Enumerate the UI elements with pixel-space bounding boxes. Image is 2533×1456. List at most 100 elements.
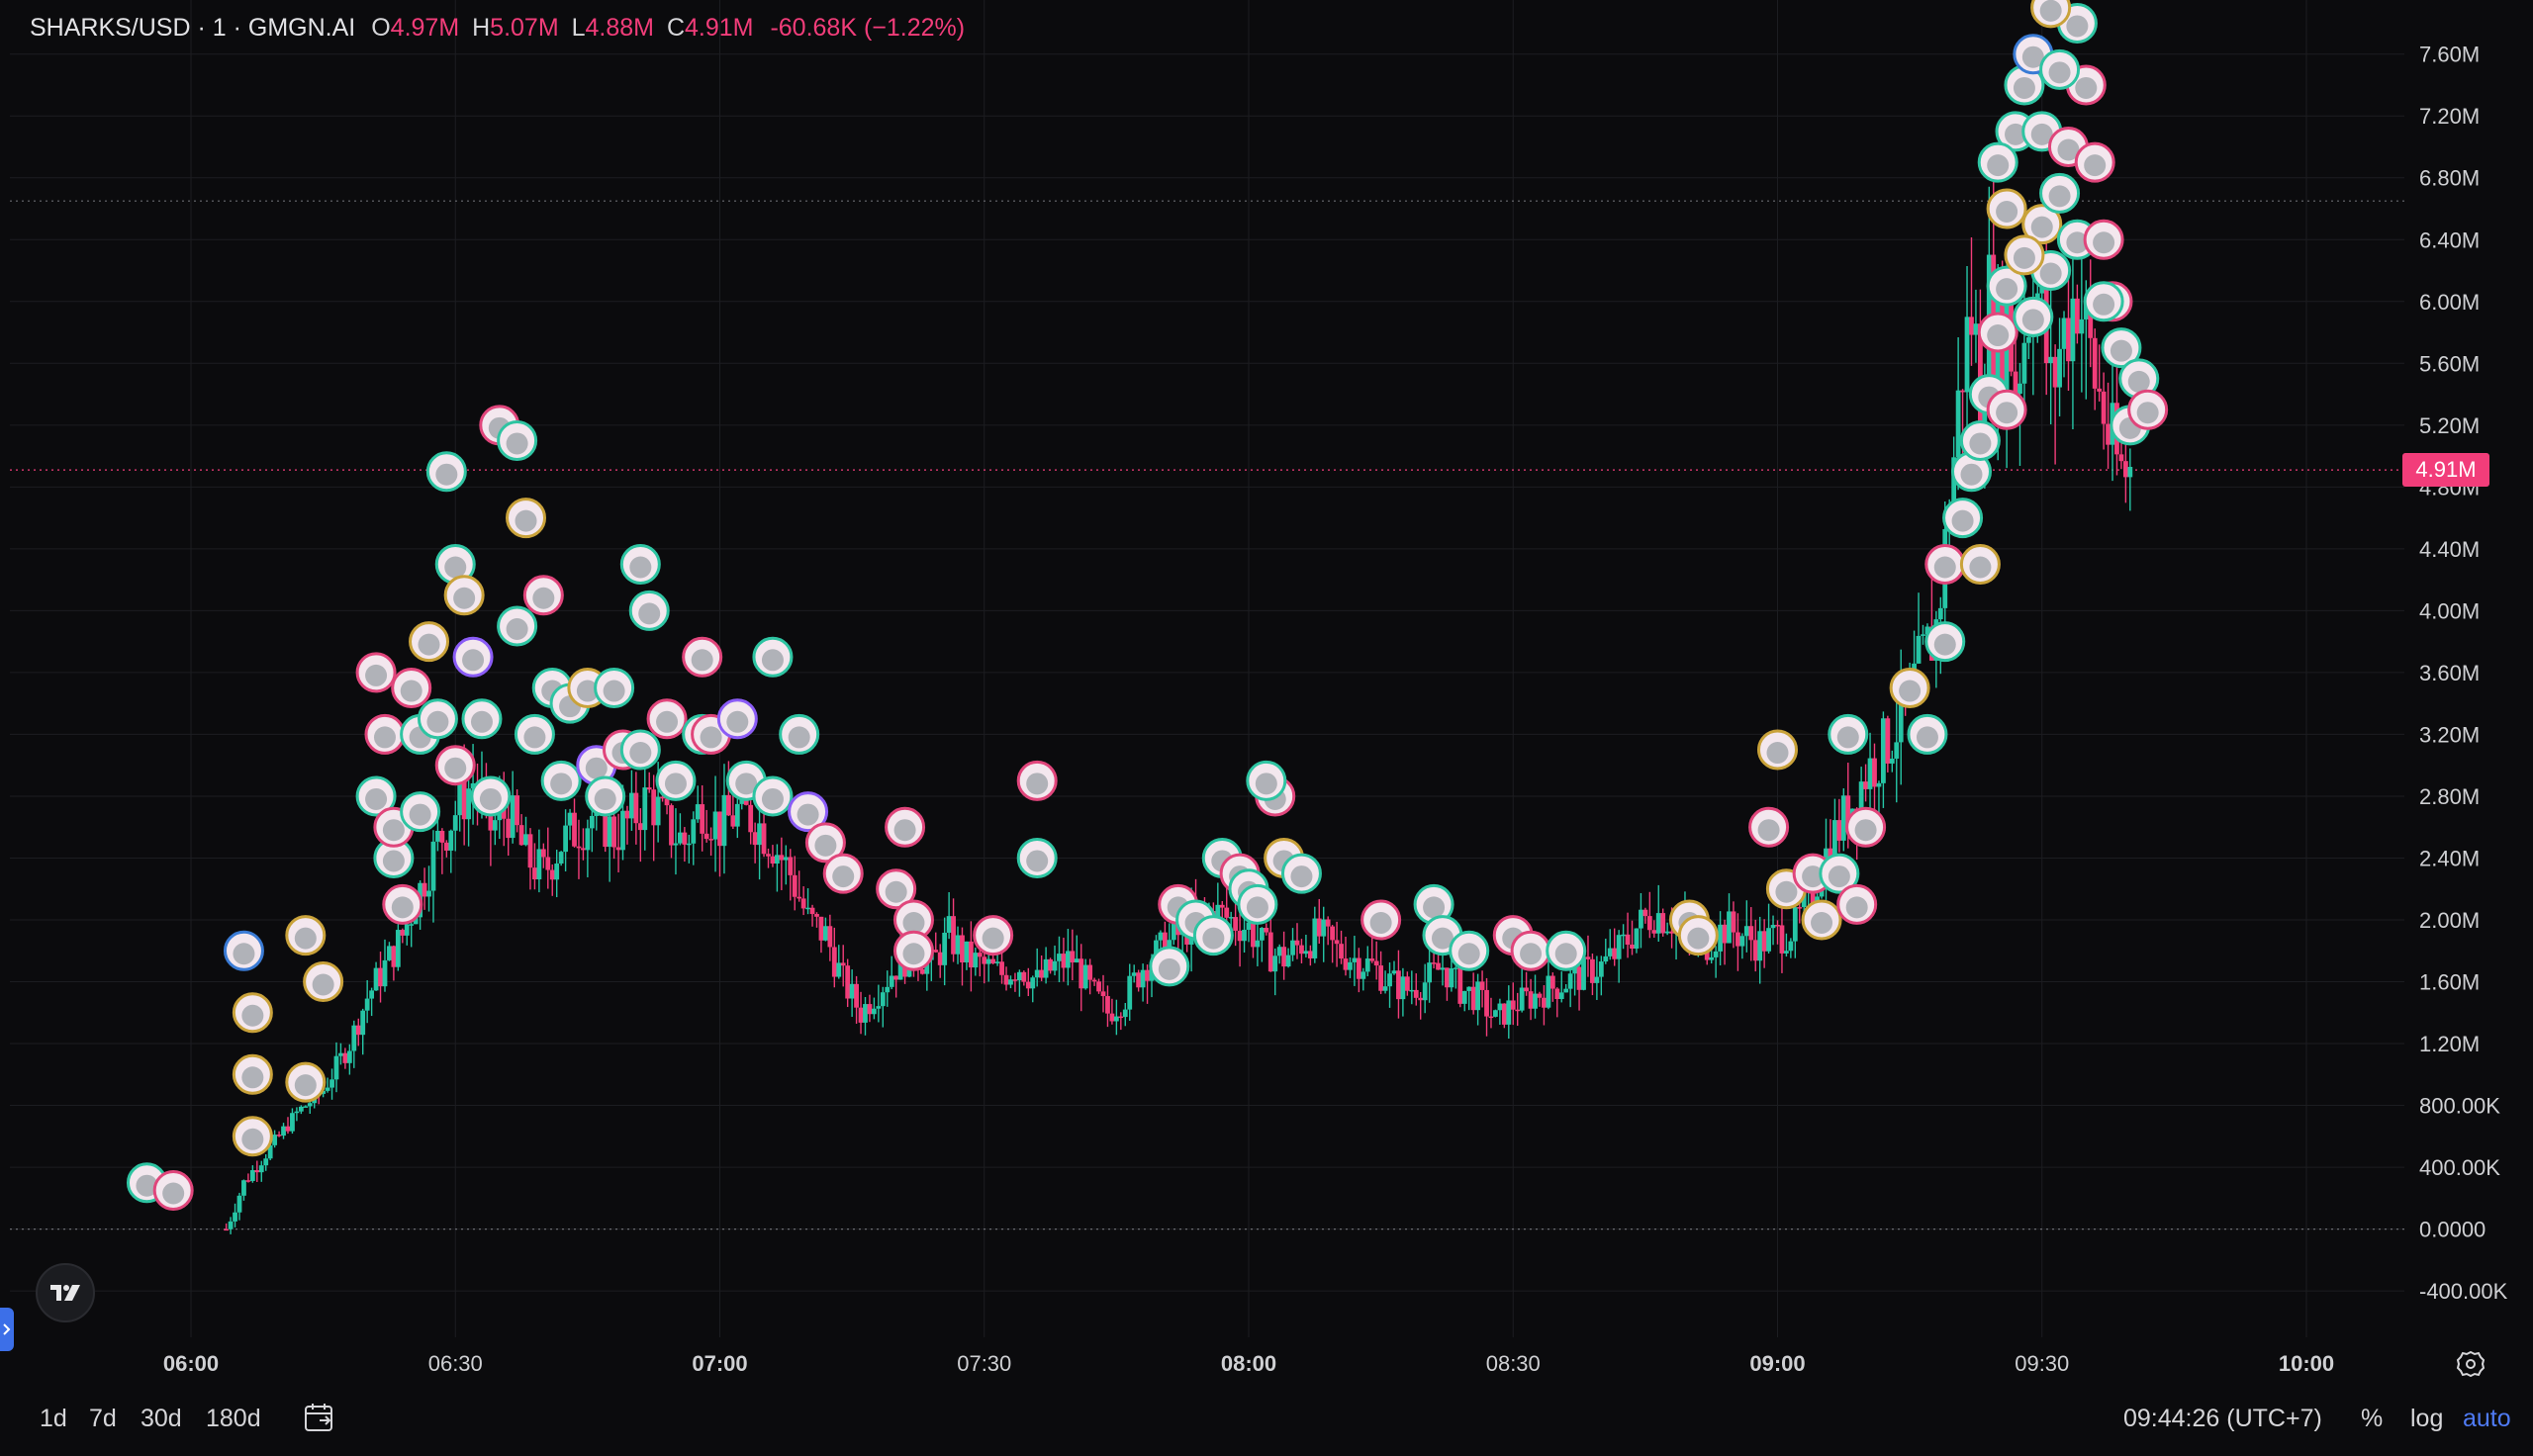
- auto-toggle[interactable]: auto: [2463, 1405, 2511, 1432]
- candle-body: [748, 804, 754, 833]
- candle-body: [233, 1212, 237, 1222]
- candle-body: [858, 1007, 864, 1023]
- trader-avatar-face: [2093, 231, 2115, 254]
- candle-body: [678, 832, 683, 844]
- candle-body: [435, 830, 440, 842]
- candle-body: [492, 820, 498, 831]
- trader-avatar-face: [1802, 865, 1825, 888]
- candle-body: [1312, 918, 1318, 958]
- candle-body: [977, 953, 983, 957]
- range-180d-button[interactable]: 180d: [206, 1405, 261, 1432]
- candle-body: [1082, 964, 1088, 989]
- candle-body: [1964, 317, 1970, 393]
- candle-body: [1259, 928, 1265, 941]
- candle-body: [1321, 919, 1327, 937]
- candle-body: [1224, 907, 1230, 918]
- trader-avatar-face: [462, 649, 485, 672]
- candle-body: [2021, 342, 2027, 384]
- candle-body: [1369, 958, 1375, 961]
- candle-body: [867, 1004, 873, 1015]
- candle-body: [1598, 961, 1604, 977]
- trader-avatar-face: [453, 587, 476, 609]
- candle-body: [691, 819, 697, 844]
- candle-body: [1797, 907, 1803, 909]
- trader-avatar-face: [2013, 76, 2035, 99]
- y-tick-label: 2.00M: [2419, 908, 2480, 933]
- candle-body: [1466, 986, 1472, 991]
- candle-body: [1664, 931, 1670, 934]
- candle-body: [448, 830, 454, 851]
- candle-body: [422, 882, 427, 897]
- trader-avatar-face: [664, 773, 687, 795]
- tradingview-logo-icon[interactable]: [36, 1263, 95, 1322]
- candle-body: [1021, 971, 1027, 982]
- candle-body: [955, 935, 961, 955]
- trader-avatar-face: [2021, 46, 2044, 68]
- trader-avatar-face: [814, 834, 837, 857]
- candle-body: [1219, 904, 1225, 908]
- sidebar-toggle-icon[interactable]: [0, 1308, 14, 1351]
- candle-body: [1872, 758, 1877, 787]
- trader-avatar-face: [1811, 911, 1833, 934]
- trader-avatar-face: [576, 680, 599, 702]
- range-1d-button[interactable]: 1d: [40, 1405, 67, 1432]
- trader-avatar-face: [1987, 324, 2010, 347]
- trader-avatar-face: [2030, 123, 2053, 145]
- y-tick-label: 1.60M: [2419, 970, 2480, 995]
- range-7d-button[interactable]: 7d: [89, 1405, 117, 1432]
- candle-body: [775, 855, 780, 864]
- trader-avatar-face: [532, 587, 555, 609]
- candle-body: [1087, 964, 1093, 980]
- symbol-label[interactable]: SHARKS/USD · 1 · GMGN.AI: [30, 14, 356, 42]
- candle-body: [871, 1008, 877, 1015]
- candle-body: [470, 782, 476, 789]
- trader-avatar-face: [797, 803, 819, 826]
- candle-body: [2070, 298, 2076, 362]
- candle-body: [1567, 973, 1573, 989]
- candle-body: [1752, 940, 1758, 961]
- candle-body: [1748, 926, 1754, 941]
- candle-body: [951, 916, 956, 955]
- candle-body: [779, 855, 785, 861]
- calendar-goto-icon[interactable]: [303, 1401, 336, 1434]
- candle-body: [236, 1195, 242, 1213]
- candle-body: [973, 953, 979, 968]
- candle-body: [1356, 957, 1361, 979]
- candle-body: [2122, 461, 2128, 478]
- y-tick-label: 2.40M: [2419, 846, 2480, 870]
- candle-body: [549, 869, 555, 880]
- candle-body: [827, 926, 833, 948]
- candle-body: [1881, 718, 1886, 783]
- candle-body: [1242, 929, 1247, 942]
- candle-body: [1413, 989, 1419, 998]
- candle-body: [1237, 930, 1243, 942]
- candle-body: [1316, 918, 1322, 937]
- candle-body: [1003, 974, 1009, 985]
- trader-avatar-face: [1987, 154, 2010, 177]
- candle-body: [1299, 945, 1304, 955]
- log-toggle[interactable]: log: [2410, 1405, 2444, 1432]
- candle-body: [1639, 909, 1643, 929]
- trader-avatar-face: [1951, 509, 1974, 532]
- candle-body: [982, 956, 987, 964]
- candle-body: [849, 983, 855, 999]
- candle-body: [637, 823, 643, 831]
- percent-toggle[interactable]: %: [2361, 1405, 2384, 1432]
- candle-body: [400, 930, 406, 936]
- candle-body: [1396, 970, 1401, 1000]
- candle-body: [430, 841, 436, 891]
- range-30d-button[interactable]: 30d: [141, 1405, 182, 1432]
- timezone-clock[interactable]: 09:44:26 (UTC+7): [2123, 1405, 2322, 1432]
- candle-body: [1867, 758, 1873, 789]
- y-tick-label: 6.40M: [2419, 228, 2480, 252]
- candle-body: [1422, 982, 1428, 1001]
- candle-body: [664, 798, 670, 806]
- settings-gear-icon[interactable]: [2454, 1347, 2487, 1381]
- trader-avatar-face: [400, 680, 422, 702]
- candle-body: [800, 898, 806, 909]
- candle-body: [1646, 916, 1652, 931]
- trader-avatar-face: [1290, 865, 1313, 888]
- y-tick-label: 800.00K: [2419, 1094, 2500, 1119]
